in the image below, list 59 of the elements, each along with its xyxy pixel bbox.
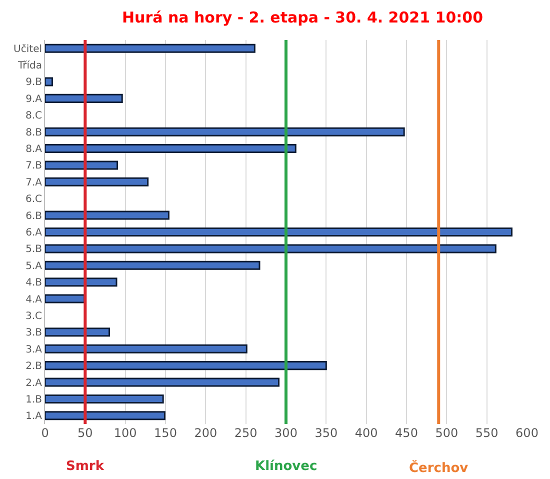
bar [45, 144, 296, 154]
ref-line-label: Klínovec [255, 459, 318, 474]
y-tick-label: 1.A [26, 411, 42, 422]
y-tick-label: 4.A [26, 294, 42, 306]
x-tick-label: 200 [194, 426, 218, 440]
bar [45, 94, 123, 103]
y-tick-label: 5.B [26, 244, 42, 256]
y-tick-label: 8.A [26, 144, 42, 156]
bar [45, 294, 86, 304]
y-tick-label: 9.A [26, 94, 42, 105]
bar [45, 278, 118, 287]
bar [45, 344, 248, 354]
bar [45, 177, 149, 186]
bar [45, 361, 327, 370]
bar [45, 411, 166, 420]
bar [45, 227, 512, 237]
y-tick-label: 2.B [26, 361, 42, 372]
ref-line-label: Smrk [66, 459, 104, 474]
x-tick-label: 350 [314, 426, 338, 440]
bar [45, 160, 118, 170]
bar [45, 244, 496, 254]
y-tick-label: 1.B [26, 394, 42, 406]
bar [45, 328, 110, 337]
bar [45, 210, 170, 220]
x-tick-label: 150 [154, 426, 177, 440]
chart-title: Hurá na hory - 2. etapa - 30. 4. 2021 10:00 [122, 8, 484, 26]
y-tick-label: 9.B [26, 77, 42, 88]
y-tick-label: 7.A [26, 177, 42, 188]
x-tick-label: 400 [354, 426, 378, 440]
x-tick-label: 300 [274, 426, 298, 440]
x-tick-label: 600 [516, 426, 538, 440]
y-tick-label: Učitel [14, 44, 42, 55]
y-tick-label: 2.A [26, 378, 42, 389]
x-tick-label: 550 [475, 426, 498, 440]
bar [45, 378, 280, 387]
y-tick-label: 3.B [26, 328, 42, 339]
y-tick-label: 3.C [25, 310, 42, 322]
y-tick-label: Třída [16, 60, 42, 72]
bar [45, 394, 164, 404]
y-tick-label: 6.B [26, 210, 42, 222]
x-tick-label: 100 [114, 426, 137, 440]
ref-line-label: Čerchov [409, 459, 469, 476]
y-tick-label: 6.C [25, 194, 42, 206]
y-tick-label: 4.B [26, 278, 42, 289]
x-tick-label: 0 [41, 426, 49, 440]
x-tick-label: 250 [234, 426, 258, 440]
bar [45, 44, 256, 53]
y-tick-label: 6.A [26, 228, 42, 238]
x-tick-label: 50 [78, 426, 93, 440]
bar [45, 260, 260, 270]
bar [45, 77, 53, 86]
bar [45, 127, 405, 136]
y-tick-label: 8.C [25, 110, 42, 122]
y-tick-label: 3.A [26, 344, 42, 356]
x-tick-label: 500 [435, 426, 458, 440]
y-tick-label: 8.B [26, 127, 42, 138]
y-tick-label: 5.A [26, 260, 42, 272]
y-tick-label: 7.B [26, 160, 42, 172]
x-tick-label: 450 [395, 426, 418, 440]
